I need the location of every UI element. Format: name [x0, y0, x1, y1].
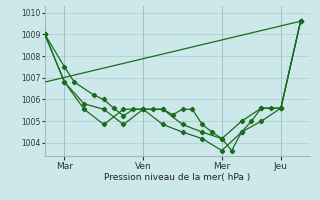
X-axis label: Pression niveau de la mer( hPa ): Pression niveau de la mer( hPa ): [104, 173, 251, 182]
